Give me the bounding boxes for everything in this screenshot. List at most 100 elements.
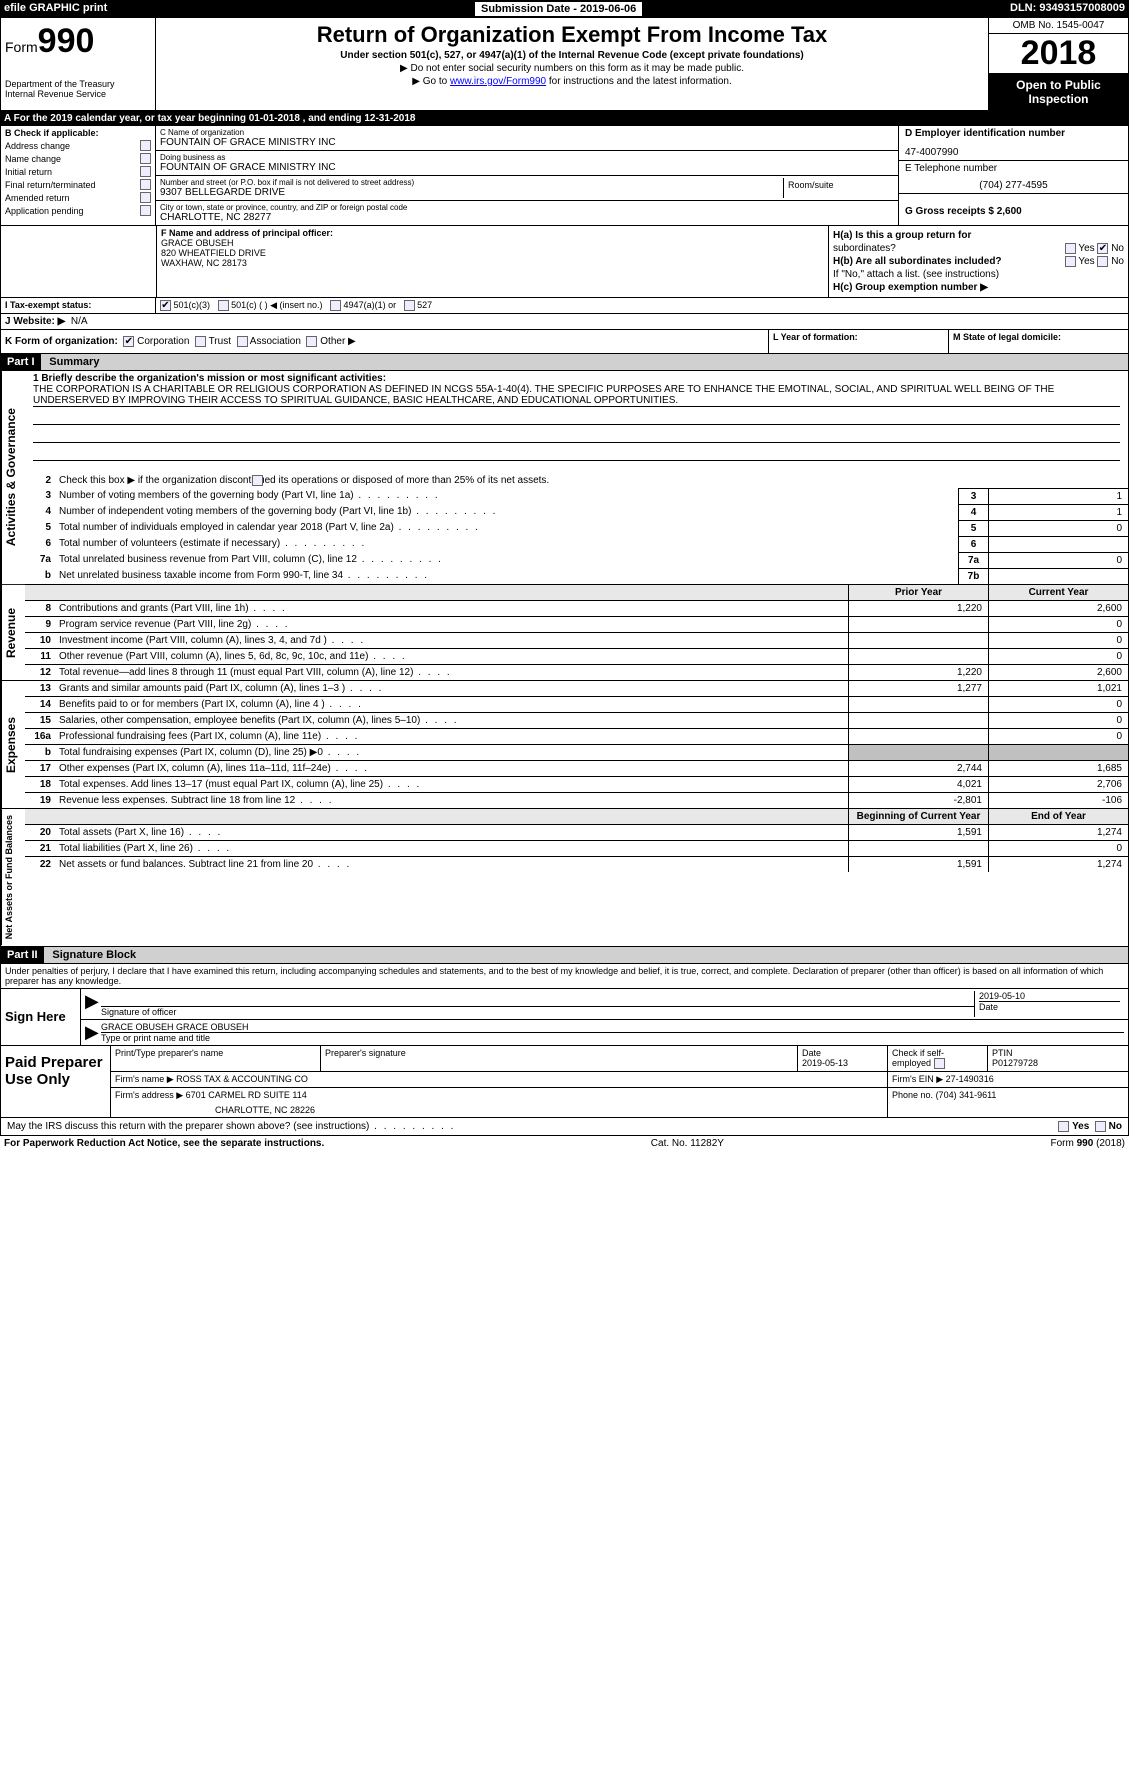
perjury-statement: Under penalties of perjury, I declare th… — [1, 964, 1128, 988]
checkbox-final-return[interactable] — [140, 179, 151, 190]
city-state-zip: CHARLOTTE, NC 28277 — [160, 212, 894, 223]
section-f-h: F Name and address of principal officer:… — [0, 226, 1129, 298]
hb-note: If "No," attach a list. (see instruction… — [833, 269, 1124, 280]
arrow-icon: ▶ — [85, 1022, 101, 1043]
dba-label: Doing business as — [160, 153, 894, 162]
phone-value: (704) 277-4595 — [905, 180, 1122, 191]
checkbox-trust[interactable] — [195, 336, 206, 347]
firm-city: CHARLOTTE, NC 28226 — [215, 1105, 883, 1115]
paid-preparer-label: Paid Preparer Use Only — [1, 1046, 111, 1117]
financial-line: 16aProfessional fundraising fees (Part I… — [25, 728, 1128, 744]
section-b-label: B Check if applicable: — [5, 128, 151, 138]
line2-text: Check this box ▶ if the organization dis… — [55, 473, 1128, 488]
firm-ein-label: Firm's EIN ▶ — [892, 1074, 943, 1084]
part1-label: Part I — [1, 354, 41, 370]
opt-501c: 501(c) ( ) ◀ (insert no.) — [231, 300, 322, 310]
officer-address: 820 WHEATFIELD DRIVE WAXHAW, NC 28173 — [161, 248, 824, 268]
checkbox-501c[interactable] — [218, 300, 229, 311]
opt-corporation: Corporation — [137, 336, 189, 347]
signer-name: GRACE OBUSEH GRACE OBUSEH — [101, 1022, 1124, 1033]
row-j: J Website: ▶ N/A — [0, 314, 1129, 330]
governance-line: 3Number of voting members of the governi… — [25, 488, 1128, 504]
blank-line — [33, 411, 1120, 425]
phone-label: E Telephone number — [905, 163, 1122, 174]
checkbox-hb-no[interactable] — [1097, 256, 1108, 267]
open-to-public: Open to Public Inspection — [989, 74, 1128, 110]
form-990-number: 990 — [38, 22, 95, 60]
governance-line: 6Total number of volunteers (estimate if… — [25, 536, 1128, 552]
checkbox-discuss-no[interactable] — [1095, 1121, 1106, 1132]
checkbox-501c3[interactable] — [160, 300, 171, 311]
sign-here-label: Sign Here — [1, 989, 81, 1045]
prep-date: 2019-05-13 — [802, 1058, 883, 1068]
opt-501c3: 501(c)(3) — [174, 300, 211, 310]
row-i: I Tax-exempt status: 501(c)(3) 501(c) ( … — [0, 298, 1129, 314]
arrow-icon: ▶ — [85, 991, 101, 1017]
officer-name: GRACE OBUSEH — [161, 238, 824, 248]
officer-label: F Name and address of principal officer: — [161, 228, 824, 238]
preparer-sig-label: Preparer's signature — [325, 1048, 406, 1058]
checkbox-other[interactable] — [306, 336, 317, 347]
financial-line: 13Grants and similar amounts paid (Part … — [25, 681, 1128, 696]
prior-year-header: Prior Year — [848, 585, 988, 600]
irs-link[interactable]: www.irs.gov/Form990 — [450, 76, 546, 87]
financial-line: 10Investment income (Part VIII, column (… — [25, 632, 1128, 648]
paperwork-notice: For Paperwork Reduction Act Notice, see … — [4, 1138, 324, 1149]
checkbox-amended-return[interactable] — [140, 192, 151, 203]
firm-name: ROSS TAX & ACCOUNTING CO — [176, 1074, 308, 1084]
checkbox-discuss-yes[interactable] — [1058, 1121, 1069, 1132]
governance-line: 7aTotal unrelated business revenue from … — [25, 552, 1128, 568]
city-label: City or town, state or province, country… — [160, 203, 894, 212]
check-name-change: Name change — [5, 154, 61, 164]
checkbox-self-employed[interactable] — [934, 1058, 945, 1069]
checkbox-527[interactable] — [404, 300, 415, 311]
firm-ein: 27-1490316 — [946, 1074, 994, 1084]
ha-label: H(a) Is this a group return for — [833, 230, 971, 241]
date-label: Date — [979, 1002, 998, 1012]
no-label-2: No — [1111, 256, 1124, 267]
checkbox-address-change[interactable] — [140, 140, 151, 151]
goto-suffix: for instructions and the latest informat… — [546, 76, 732, 87]
check-application-pending: Application pending — [5, 206, 84, 216]
checkbox-ha-no[interactable] — [1097, 243, 1108, 254]
form-title: Return of Organization Exempt From Incom… — [164, 22, 980, 48]
checkbox-line2[interactable] — [252, 475, 263, 486]
firm-phone-label: Phone no. — [892, 1090, 933, 1100]
checkbox-initial-return[interactable] — [140, 166, 151, 177]
financial-line: 9Program service revenue (Part VIII, lin… — [25, 616, 1128, 632]
ssn-warning: ▶ Do not enter social security numbers o… — [164, 63, 980, 74]
room-suite-label: Room/suite — [784, 178, 894, 198]
yes-label-2: Yes — [1078, 256, 1094, 267]
checkbox-4947[interactable] — [330, 300, 341, 311]
print-preparer-label: Print/Type preparer's name — [115, 1048, 223, 1058]
part1-header-bar: Part I Summary — [0, 354, 1129, 371]
checkbox-ha-yes[interactable] — [1065, 243, 1076, 254]
vlabel-revenue: Revenue — [1, 585, 25, 680]
hb-label: H(b) Are all subordinates included? — [833, 256, 1002, 267]
discuss-yes: Yes — [1072, 1121, 1089, 1132]
checkbox-hb-yes[interactable] — [1065, 256, 1076, 267]
financial-line: 19Revenue less expenses. Subtract line 1… — [25, 792, 1128, 808]
section-c: C Name of organization FOUNTAIN OF GRACE… — [156, 126, 898, 225]
opt-527: 527 — [417, 300, 432, 310]
checkbox-name-change[interactable] — [140, 153, 151, 164]
ein-value: 47-4007990 — [905, 147, 1122, 158]
governance-line: 4Number of independent voting members of… — [25, 504, 1128, 520]
discuss-row: May the IRS discuss this return with the… — [1, 1117, 1128, 1135]
form-org-label: K Form of organization: — [5, 336, 118, 347]
ptin-value: P01279728 — [992, 1058, 1124, 1068]
page-footer: For Paperwork Reduction Act Notice, see … — [0, 1136, 1129, 1151]
checkbox-association[interactable] — [237, 336, 248, 347]
firm-phone: (704) 341-9611 — [936, 1090, 997, 1100]
website-label: J Website: ▶ — [5, 316, 65, 327]
signature-section: Under penalties of perjury, I declare th… — [0, 964, 1129, 1136]
ptin-label: PTIN — [992, 1048, 1124, 1058]
financial-line: 18Total expenses. Add lines 13–17 (must … — [25, 776, 1128, 792]
checkbox-application-pending[interactable] — [140, 205, 151, 216]
street-address: 9307 BELLEGARDE DRIVE — [160, 187, 783, 198]
dln-label: DLN: 93493157008009 — [1010, 2, 1125, 16]
checkbox-corporation[interactable] — [123, 336, 134, 347]
vlabel-expenses: Expenses — [1, 681, 25, 808]
form-version: Form 990 (2018) — [1051, 1138, 1125, 1149]
state-domicile-label: M State of legal domicile: — [953, 332, 1061, 342]
